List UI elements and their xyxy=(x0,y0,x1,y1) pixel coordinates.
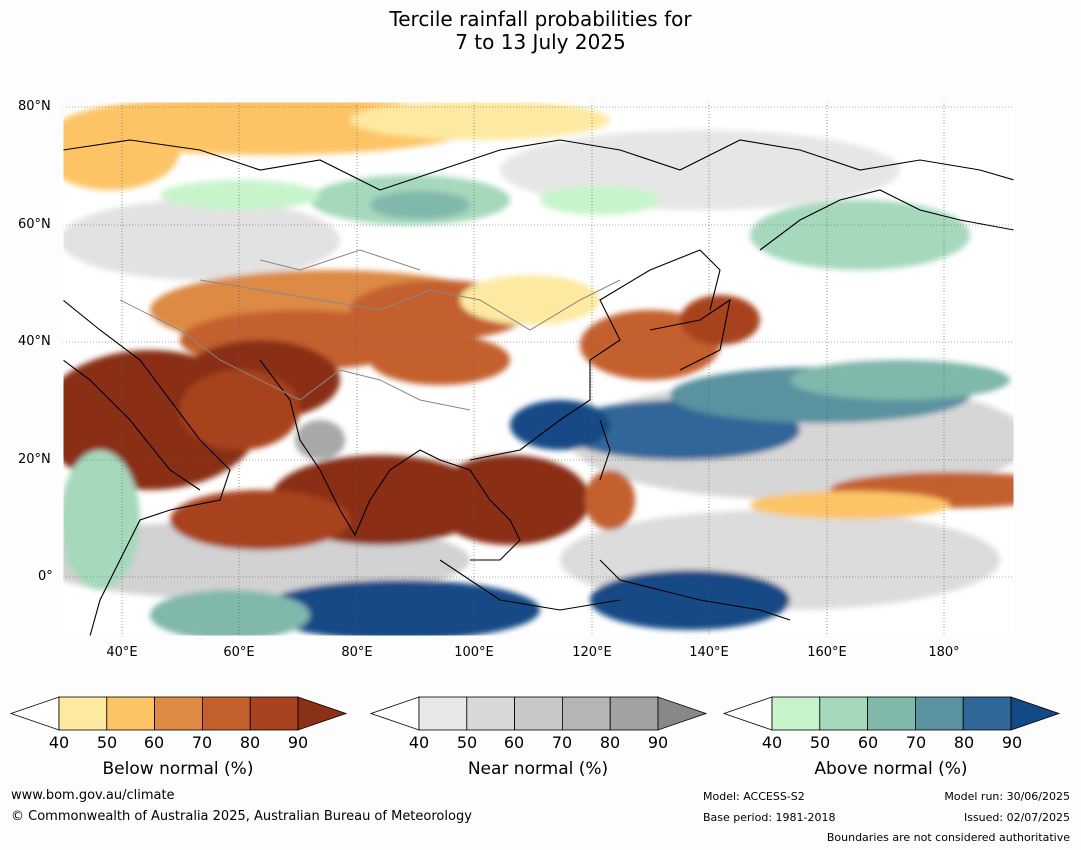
colorbar-extend-low xyxy=(9,696,60,731)
colorbars xyxy=(9,696,1061,731)
footer-disclaimer: Boundaries are not considered authoritat… xyxy=(826,831,1070,844)
colorbar-near-normal xyxy=(369,696,708,731)
lat-label-60n: 60°N xyxy=(18,217,51,232)
colorbar-segment xyxy=(915,696,964,731)
lon-label-40e: 40°E xyxy=(106,645,138,660)
tick: 40 xyxy=(48,733,70,752)
tick: 50 xyxy=(456,733,478,752)
colorbar-extend-high xyxy=(657,696,708,731)
colorbar-segment xyxy=(562,696,611,731)
lat-label-80n: 80°N xyxy=(18,99,51,114)
tick: 50 xyxy=(809,733,831,752)
colorbar-segment xyxy=(819,696,868,731)
colorbar-extend-low xyxy=(722,696,773,731)
lat-label-0: 0° xyxy=(38,569,53,584)
tick: 90 xyxy=(647,733,669,752)
footer-base-period: Base period: 1981-2018 xyxy=(703,811,836,824)
colorbar-above-label: Above normal (%) xyxy=(814,759,968,779)
colorbar-segment xyxy=(609,696,659,731)
colorbar-segment xyxy=(201,696,251,731)
lon-label-60e: 60°E xyxy=(223,645,255,660)
colorbar-segment xyxy=(249,696,299,731)
colorbar-extend-low xyxy=(369,696,420,731)
lat-label-20n: 20°N xyxy=(18,452,51,467)
footer-copyright: © Commonwealth of Australia 2025, Austra… xyxy=(11,809,472,824)
title-line-1: Tercile rainfall probabilities for xyxy=(389,7,692,31)
colorbar-segment xyxy=(771,696,821,731)
tick: 60 xyxy=(503,733,525,752)
tick: 60 xyxy=(857,733,879,752)
colorbar-above-normal xyxy=(722,696,1061,731)
colorbar-segment xyxy=(466,696,515,731)
footer-model-run: Model run: 30/06/2025 xyxy=(944,790,1070,803)
tick: 40 xyxy=(408,733,430,752)
tick: 70 xyxy=(551,733,573,752)
rainfall-probability-map xyxy=(62,101,1015,637)
lon-label-160e: 160°E xyxy=(807,645,847,660)
colorbar-extend-high xyxy=(1010,696,1061,731)
lon-label-140e: 140°E xyxy=(689,645,729,660)
colorbar-extend-high xyxy=(297,696,348,731)
colorbar-segment xyxy=(58,696,108,731)
tick: 70 xyxy=(905,733,927,752)
colorbar-below-normal xyxy=(9,696,348,731)
tick: 40 xyxy=(761,733,783,752)
lon-label-120e: 120°E xyxy=(572,645,612,660)
tick: 50 xyxy=(96,733,118,752)
colorbar-segment xyxy=(514,696,563,731)
tick: 90 xyxy=(1001,733,1023,752)
lat-label-40n: 40°N xyxy=(18,334,51,349)
lon-label-80e: 80°E xyxy=(341,645,373,660)
colorbar-near-label: Near normal (%) xyxy=(467,759,609,779)
tick: 80 xyxy=(239,733,261,752)
colorbar-below-label: Below normal (%) xyxy=(102,759,254,779)
colorbar-segment xyxy=(106,696,156,731)
title-line-2: 7 to 13 July 2025 xyxy=(455,30,626,54)
lon-label-180: 180° xyxy=(928,645,960,660)
tick: 80 xyxy=(599,733,621,752)
colorbar-segment xyxy=(962,696,1012,731)
tick: 70 xyxy=(191,733,213,752)
coastlines xyxy=(63,139,1014,636)
tick: 80 xyxy=(953,733,975,752)
boundaries xyxy=(119,249,621,411)
lon-label-100e: 100°E xyxy=(454,645,494,660)
footer-issued: Issued: 02/07/2025 xyxy=(963,811,1070,824)
map-title: Tercile rainfall probabilities for 7 to … xyxy=(0,8,1081,54)
tick: 60 xyxy=(143,733,165,752)
footer-url[interactable]: www.bom.gov.au/climate xyxy=(11,788,175,803)
colorbar-segment xyxy=(418,696,468,731)
colorbar-segment xyxy=(154,696,203,731)
tick: 90 xyxy=(287,733,309,752)
colorbar-segment xyxy=(867,696,916,731)
footer-model: Model: ACCESS-S2 xyxy=(703,790,805,803)
